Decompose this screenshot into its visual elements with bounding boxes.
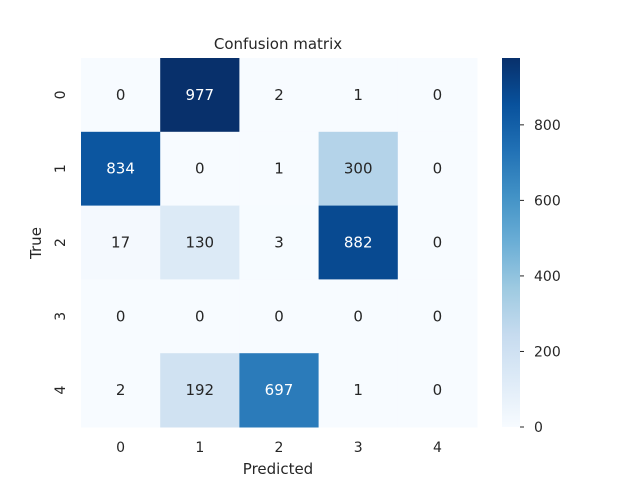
cell-value-label: 0 bbox=[353, 307, 363, 325]
cell-value-label: 17 bbox=[111, 234, 130, 252]
cell-value-label: 0 bbox=[433, 234, 443, 252]
cell-value-label: 192 bbox=[185, 381, 214, 399]
cell-value-label: 0 bbox=[116, 86, 126, 104]
x-tick-label: 2 bbox=[275, 440, 284, 456]
colorbar-tick-label: 600 bbox=[534, 193, 561, 209]
y-tick-label: 0 bbox=[53, 90, 69, 99]
y-tick-label: 4 bbox=[53, 386, 69, 395]
x-tick-label: 4 bbox=[433, 440, 442, 456]
chart-title: Confusion matrix bbox=[214, 35, 342, 53]
cell-value-label: 0 bbox=[433, 160, 443, 178]
heatmap-cell-r1-c1 bbox=[160, 131, 240, 207]
y-tick-label: 1 bbox=[53, 164, 69, 173]
heatmap-cell-r0-c1 bbox=[160, 58, 240, 133]
heatmap-cell-r0-c3 bbox=[318, 58, 399, 133]
heatmap-cell-r3-c1 bbox=[160, 279, 240, 354]
heatmap-cell-r4-c2 bbox=[239, 353, 320, 428]
y-axis-ticks: 0 1 2 3 4 bbox=[53, 90, 69, 394]
heatmap-cell-r3-c3 bbox=[318, 279, 399, 354]
cell-value-label: 0 bbox=[274, 307, 284, 325]
heatmap-cell-r0-c4 bbox=[397, 58, 478, 133]
x-tick-label: 0 bbox=[116, 440, 125, 456]
x-axis-ticks: 0 1 2 3 4 bbox=[116, 440, 442, 456]
x-axis-label: Predicted bbox=[243, 460, 313, 478]
colorbar-tick-label: 800 bbox=[534, 118, 561, 134]
heatmap-cell-r3-c2 bbox=[239, 279, 320, 354]
heatmap-cell-r3-c0 bbox=[81, 279, 161, 354]
y-tick-label: 2 bbox=[53, 238, 69, 247]
heatmap-cell-r1-c3 bbox=[318, 131, 399, 207]
cell-value-label: 1 bbox=[353, 86, 363, 104]
cell-value-label: 3 bbox=[274, 234, 284, 252]
y-tick-label: 3 bbox=[53, 312, 69, 321]
cell-value-label: 2 bbox=[274, 86, 284, 104]
y-axis-label: True bbox=[27, 227, 45, 260]
colorbar-tick-label: 400 bbox=[534, 269, 561, 285]
cell-value-label: 0 bbox=[195, 307, 205, 325]
x-tick-label: 1 bbox=[195, 440, 204, 456]
heatmap-cell-r4-c4 bbox=[397, 353, 478, 428]
heatmap-cell-r3-c4 bbox=[397, 279, 478, 354]
colorbar-tick-label: 200 bbox=[534, 344, 561, 360]
cell-value-label: 0 bbox=[195, 160, 205, 178]
colorbar-tick-label: 0 bbox=[534, 420, 543, 436]
cell-value-label: 882 bbox=[344, 234, 373, 252]
colorbar bbox=[502, 58, 520, 427]
cell-value-label: 0 bbox=[116, 307, 126, 325]
cell-value-label: 2 bbox=[116, 381, 126, 399]
heatmap-cell-r4-c1 bbox=[160, 353, 240, 428]
heatmap-cell-r4-c3 bbox=[318, 353, 399, 428]
heatmap-cells bbox=[81, 58, 478, 428]
heatmap-cell-labels: 0 977 2 1 0 834 0 1 300 0 17 130 3 882 0 0 0 0 0 0 2 192 697 1 0 bbox=[106, 86, 442, 399]
heatmap-cell-r0-c0 bbox=[81, 58, 161, 133]
heatmap-cell-r2-c1 bbox=[160, 205, 240, 280]
heatmap-cell-r1-c0 bbox=[81, 131, 161, 207]
cell-value-label: 300 bbox=[344, 160, 373, 178]
heatmap-cell-r0-c2 bbox=[239, 58, 320, 133]
cell-value-label: 130 bbox=[185, 234, 214, 252]
cell-value-label: 0 bbox=[433, 381, 443, 399]
heatmap-cell-r2-c0 bbox=[81, 205, 161, 280]
x-tick-label: 3 bbox=[354, 440, 363, 456]
cell-value-label: 0 bbox=[433, 307, 443, 325]
heatmap-cell-r2-c4 bbox=[397, 205, 478, 280]
cell-value-label: 1 bbox=[353, 381, 363, 399]
heatmap-cell-r1-c4 bbox=[397, 131, 478, 207]
cell-value-label: 697 bbox=[265, 381, 294, 399]
colorbar-ticks: 0 200 400 600 800 bbox=[520, 118, 561, 436]
heatmap-cell-r1-c2 bbox=[239, 131, 320, 207]
heatmap-cell-r2-c3 bbox=[318, 205, 399, 280]
cell-value-label: 1 bbox=[274, 160, 284, 178]
cell-value-label: 834 bbox=[106, 160, 135, 178]
cell-value-label: 0 bbox=[433, 86, 443, 104]
heatmap-cell-r2-c2 bbox=[239, 205, 320, 280]
heatmap-cell-r4-c0 bbox=[81, 353, 161, 428]
cell-value-label: 977 bbox=[185, 86, 214, 104]
